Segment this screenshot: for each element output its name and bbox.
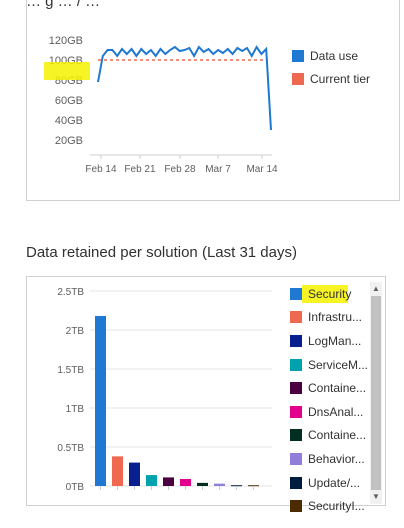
legend-item-solution[interactable]: Infrastru... bbox=[290, 306, 370, 330]
data-use-chart-panel bbox=[26, 0, 400, 201]
legend-label: DnsAnal... bbox=[308, 404, 364, 419]
legend-item-solution[interactable]: Containe... bbox=[290, 424, 370, 448]
data-use-line bbox=[97, 45, 272, 131]
scroll-up-icon[interactable]: ▲ bbox=[372, 284, 380, 293]
legend-item-solution[interactable]: Behavior... bbox=[290, 447, 370, 471]
x-tick-label: Feb 28 bbox=[164, 164, 196, 175]
legend-item-solution[interactable]: SecurityI... bbox=[290, 494, 370, 518]
legend-swatch bbox=[290, 334, 302, 347]
legend-label: SecurityI... bbox=[308, 499, 365, 514]
legend-swatch bbox=[290, 311, 302, 324]
bar-1 bbox=[95, 315, 106, 486]
legend-swatch bbox=[290, 382, 302, 395]
y-tick-label: 20GB bbox=[55, 135, 83, 147]
y-tick-label: 60GB bbox=[55, 95, 83, 107]
bar-9 bbox=[231, 485, 242, 487]
y-tick-label: 120GB bbox=[49, 35, 83, 47]
legend-item-solution[interactable]: Security bbox=[290, 282, 370, 306]
bar-6 bbox=[180, 478, 191, 486]
legend-swatch bbox=[290, 358, 302, 371]
legend-label: ServiceM... bbox=[308, 357, 369, 372]
legend-label: Infrastru... bbox=[308, 310, 363, 325]
legend-item-solution[interactable]: Update/... bbox=[290, 471, 370, 495]
highlight-100gb bbox=[44, 62, 90, 80]
x-tick-label: Feb 14 bbox=[85, 164, 117, 175]
x-tick-label: Mar 14 bbox=[246, 164, 278, 175]
bar-3 bbox=[129, 462, 140, 486]
bar-4 bbox=[146, 475, 157, 486]
legend-item-current-tier[interactable]: Current tier bbox=[292, 67, 370, 90]
legend-swatch bbox=[290, 287, 302, 300]
bar-8 bbox=[214, 483, 225, 486]
solution-legend: Security Infrastru... LogMan... ServiceM...… bbox=[290, 282, 370, 518]
scrollbar-thumb[interactable] bbox=[371, 296, 381, 490]
legend-item-data-use[interactable]: Data use bbox=[292, 44, 370, 67]
legend-swatch bbox=[290, 452, 302, 465]
x-tick-label: Feb 21 bbox=[124, 164, 156, 175]
legend-swatch-data-use bbox=[292, 49, 304, 62]
y-tick-label: 0TB bbox=[66, 482, 85, 493]
legend-label: LogMan... bbox=[308, 333, 362, 348]
y-tick-label: 1TB bbox=[66, 404, 85, 415]
data-use-legend: Data use Current tier bbox=[292, 44, 370, 90]
y-tick-label: 1.5TB bbox=[57, 365, 84, 376]
y-tick-label: 2TB bbox=[66, 326, 85, 337]
legend-swatch bbox=[290, 405, 302, 418]
legend-item-solution[interactable]: ServiceM... bbox=[290, 353, 370, 377]
legend-scrollbar[interactable]: ▲ ▼ bbox=[370, 282, 382, 504]
legend-label: Containe... bbox=[308, 381, 367, 396]
x-tick-label: Mar 7 bbox=[205, 164, 231, 175]
legend-label: Security bbox=[308, 286, 352, 301]
highlight-security bbox=[302, 285, 348, 303]
legend-swatch bbox=[290, 476, 302, 489]
data-retained-chart-panel bbox=[26, 276, 386, 506]
bar-10 bbox=[248, 485, 259, 487]
legend-item-solution[interactable]: DnsAnal... bbox=[290, 400, 370, 424]
legend-item-solution[interactable]: LogMan... bbox=[290, 329, 370, 353]
legend-label: Update/... bbox=[308, 475, 361, 490]
legend-label: Containe... bbox=[308, 428, 367, 443]
bar-7 bbox=[197, 482, 208, 486]
legend-swatch-current-tier bbox=[292, 72, 304, 85]
y-tick-label: 40GB bbox=[55, 115, 83, 127]
bar-5 bbox=[163, 477, 174, 486]
previous-chart-title: … g … / … bbox=[26, 0, 101, 10]
data-retained-bar-chart: 0TB 0.5TB 1TB 1.5TB 2TB 2.5TB bbox=[57, 287, 272, 493]
bar-2 bbox=[112, 456, 123, 486]
y-tick-label: 0.5TB bbox=[57, 443, 84, 454]
legend-swatch bbox=[290, 500, 302, 513]
legend-label: Behavior... bbox=[308, 451, 365, 466]
legend-label-current-tier: Current tier bbox=[310, 71, 371, 86]
y-tick-label: 2.5TB bbox=[57, 287, 84, 298]
legend-swatch bbox=[290, 429, 302, 442]
section-title-data-retained: Data retained per solution (Last 31 days… bbox=[26, 244, 297, 261]
legend-item-solution[interactable]: Containe... bbox=[290, 376, 370, 400]
scroll-down-icon[interactable]: ▼ bbox=[372, 492, 380, 501]
legend-label-data-use: Data use bbox=[310, 48, 359, 63]
